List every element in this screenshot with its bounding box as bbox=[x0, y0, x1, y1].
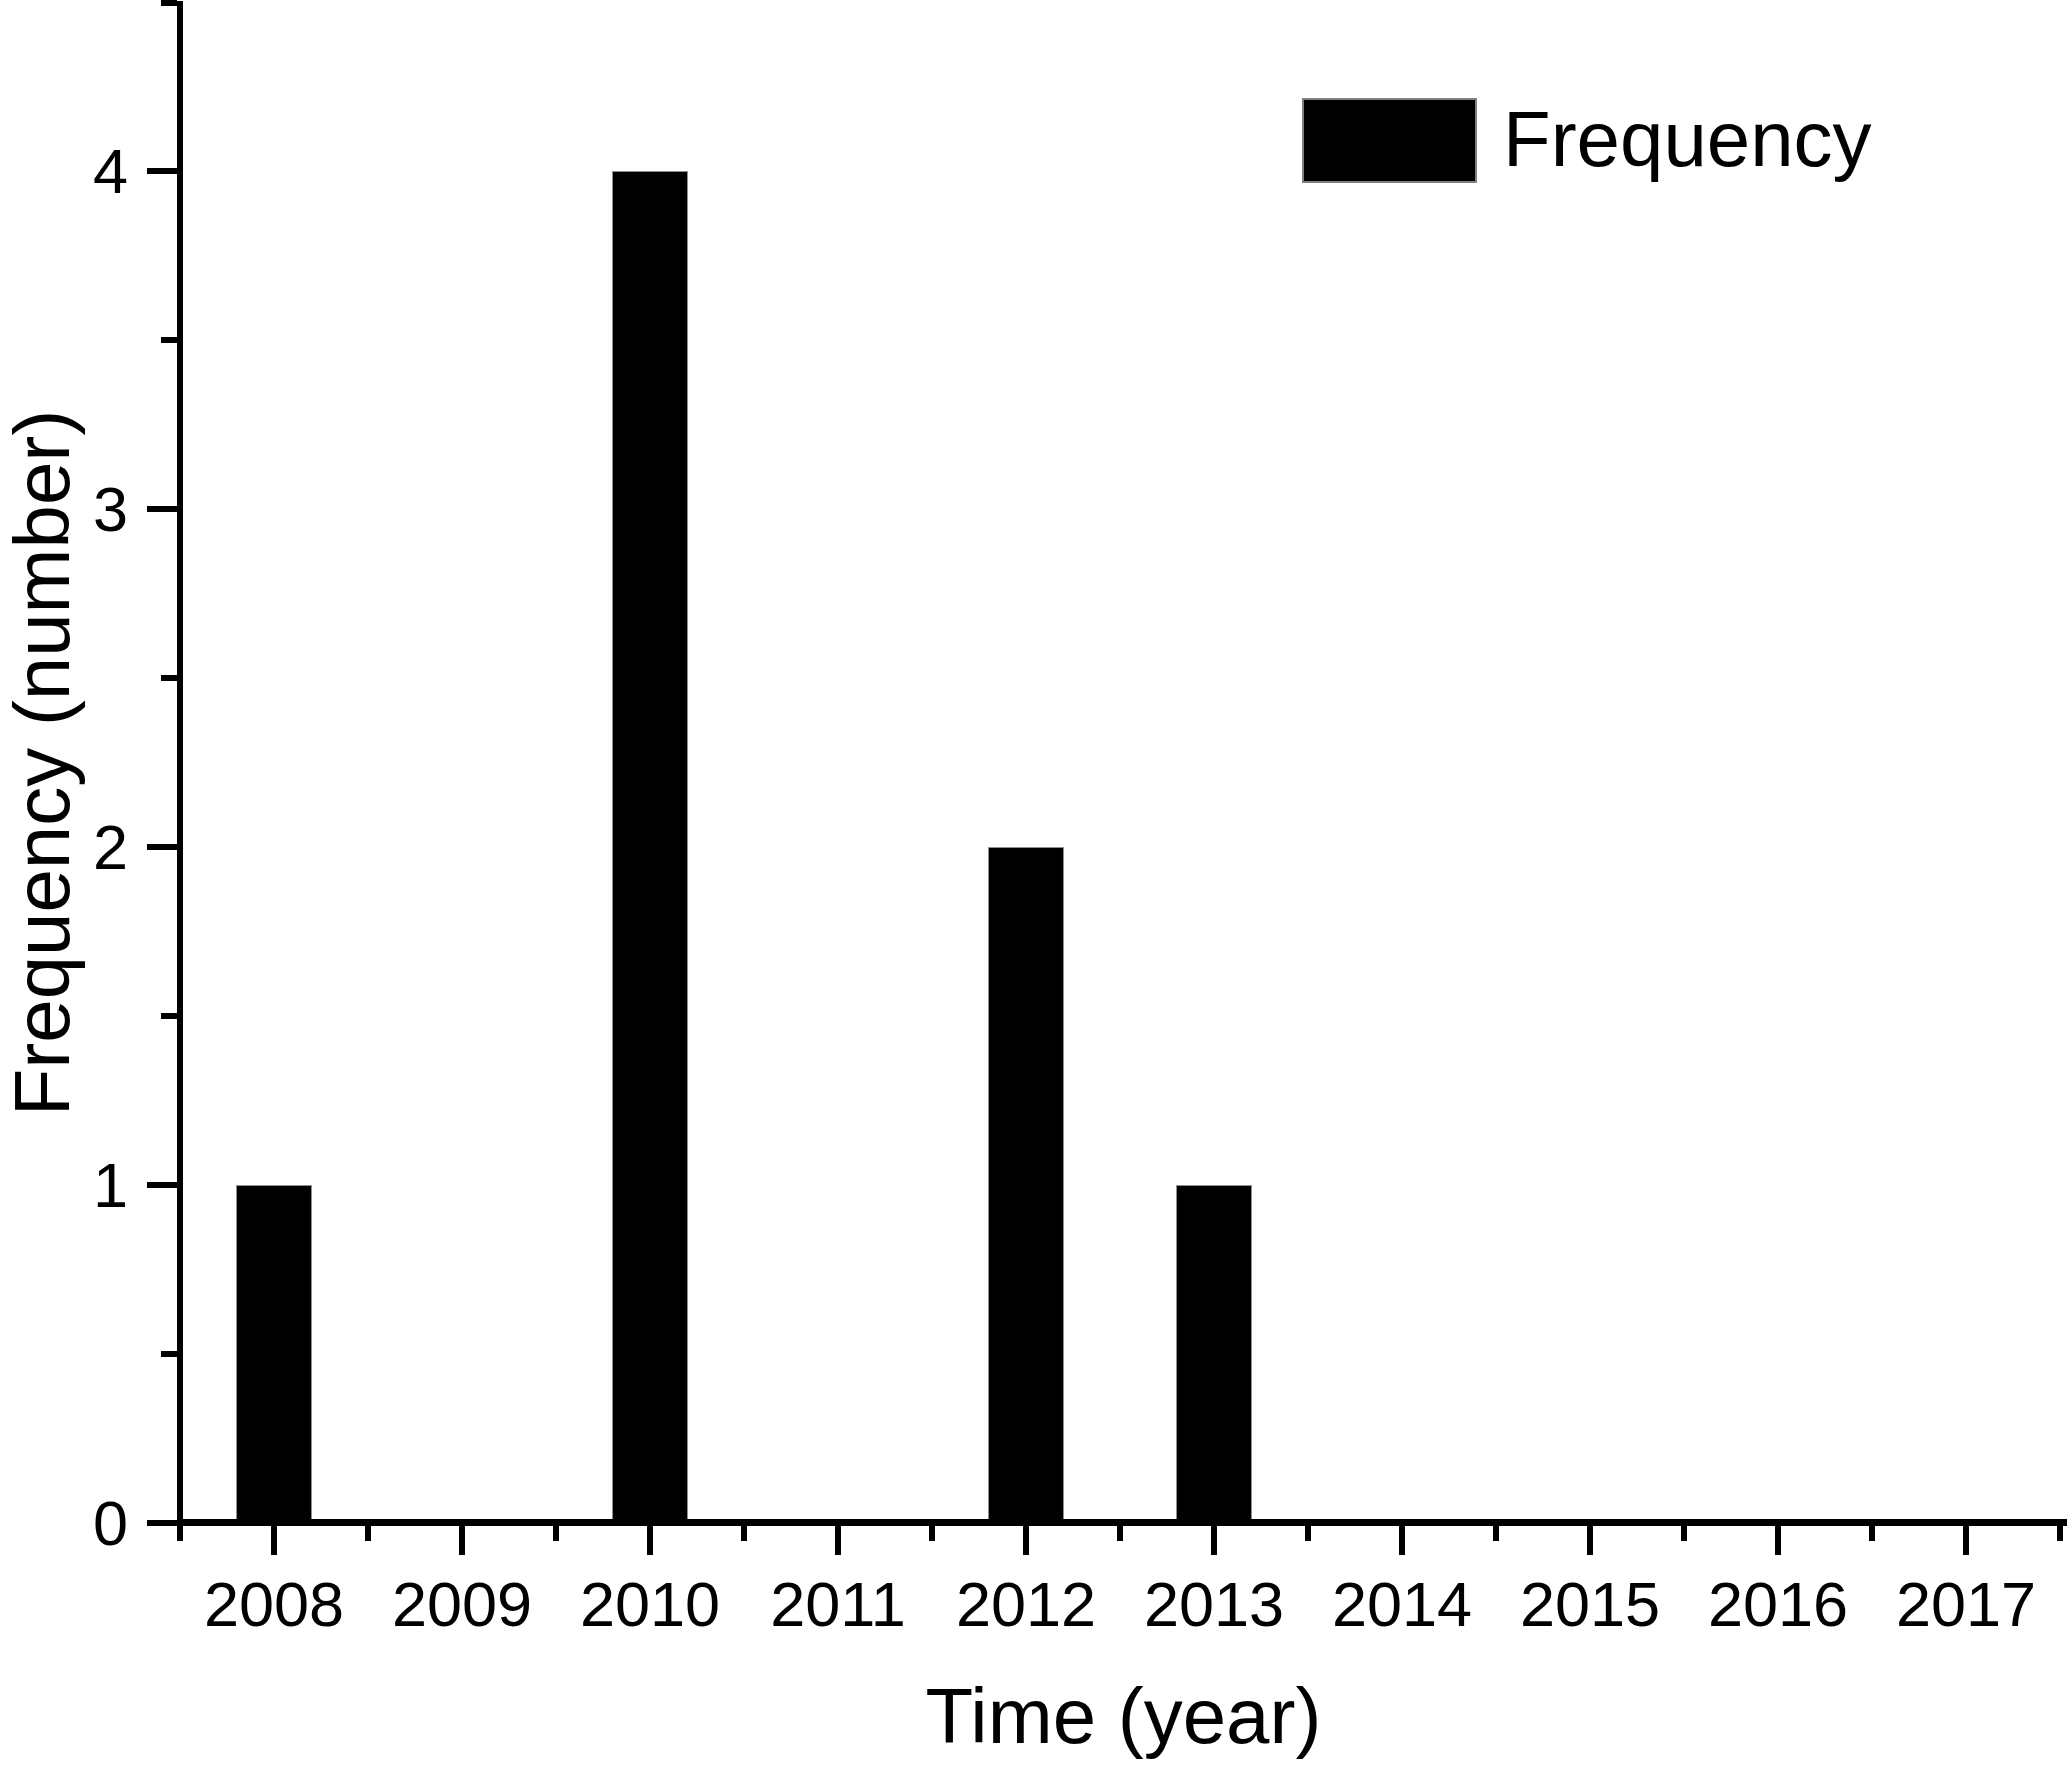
x-major-tick bbox=[1587, 1525, 1593, 1555]
x-major-tick bbox=[1023, 1525, 1029, 1555]
y-major-tick bbox=[147, 168, 177, 174]
x-tick-label: 2009 bbox=[368, 1568, 556, 1640]
y-minor-tick bbox=[161, 0, 177, 6]
x-minor-tick bbox=[929, 1525, 935, 1541]
x-tick-label: 2014 bbox=[1308, 1568, 1496, 1640]
x-tick-label: 2012 bbox=[932, 1568, 1120, 1640]
legend-swatch-frequency bbox=[1302, 98, 1477, 183]
bar-2012 bbox=[988, 847, 1064, 1523]
x-minor-tick bbox=[177, 1525, 183, 1541]
x-tick-label: 2017 bbox=[1872, 1568, 2060, 1640]
x-tick-label: 2013 bbox=[1120, 1568, 1308, 1640]
y-axis-line bbox=[177, 1, 183, 1526]
x-tick-label: 2015 bbox=[1496, 1568, 1684, 1640]
x-major-tick bbox=[1211, 1525, 1217, 1555]
x-tick-label: 2008 bbox=[180, 1568, 368, 1640]
y-major-tick bbox=[147, 506, 177, 512]
x-minor-tick bbox=[553, 1525, 559, 1541]
x-major-tick bbox=[271, 1525, 277, 1555]
x-tick-label: 2010 bbox=[556, 1568, 744, 1640]
x-major-tick bbox=[835, 1525, 841, 1555]
x-tick-label: 2016 bbox=[1684, 1568, 1872, 1640]
x-axis-line bbox=[177, 1519, 2067, 1526]
bar-2008 bbox=[236, 1185, 312, 1523]
x-major-tick bbox=[459, 1525, 465, 1555]
x-minor-tick bbox=[1493, 1525, 1499, 1541]
x-major-tick bbox=[1399, 1525, 1405, 1555]
x-minor-tick bbox=[1305, 1525, 1311, 1541]
plot-area: 0123420082009201020112012201320142015201… bbox=[0, 0, 2067, 1765]
y-major-tick bbox=[147, 1520, 177, 1526]
y-minor-tick bbox=[161, 337, 177, 343]
bar-2010 bbox=[612, 171, 688, 1523]
x-minor-tick bbox=[1681, 1525, 1687, 1541]
x-axis-title: Time (year) bbox=[180, 1668, 2067, 1764]
y-minor-tick bbox=[161, 1013, 177, 1019]
legend-label-frequency: Frequency bbox=[1503, 95, 1872, 183]
y-axis-title: Frequency (number) bbox=[0, 0, 90, 1563]
y-major-tick bbox=[147, 844, 177, 850]
x-tick-label: 2011 bbox=[744, 1568, 932, 1640]
y-minor-tick bbox=[161, 1351, 177, 1357]
x-minor-tick bbox=[1117, 1525, 1123, 1541]
x-minor-tick bbox=[2057, 1525, 2063, 1541]
y-minor-tick bbox=[161, 675, 177, 681]
bar-chart-figure: 0123420082009201020112012201320142015201… bbox=[0, 0, 2067, 1765]
x-minor-tick bbox=[741, 1525, 747, 1541]
x-major-tick bbox=[1963, 1525, 1969, 1555]
x-major-tick bbox=[647, 1525, 653, 1555]
y-major-tick bbox=[147, 1182, 177, 1188]
x-minor-tick bbox=[1869, 1525, 1875, 1541]
x-major-tick bbox=[1775, 1525, 1781, 1555]
x-minor-tick bbox=[365, 1525, 371, 1541]
bar-2013 bbox=[1176, 1185, 1252, 1523]
